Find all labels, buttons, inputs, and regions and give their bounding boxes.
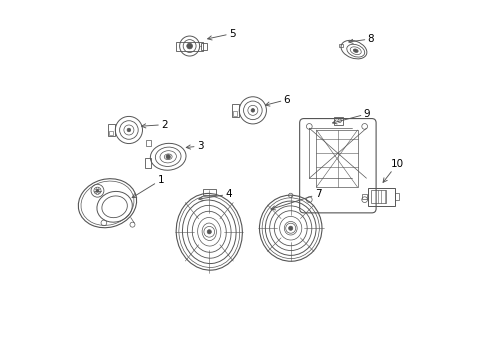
Bar [233, 111, 237, 116]
Circle shape [166, 155, 171, 159]
Bar [108, 124, 115, 136]
Bar [201, 43, 207, 50]
Text: 8: 8 [349, 34, 374, 44]
Bar [395, 193, 399, 200]
Text: 1: 1 [132, 175, 164, 198]
Bar [334, 117, 343, 125]
Circle shape [187, 43, 193, 49]
Bar [145, 158, 151, 168]
Text: 3: 3 [186, 141, 203, 151]
Circle shape [96, 189, 99, 192]
Circle shape [127, 128, 131, 132]
Bar [176, 42, 203, 51]
Text: 4: 4 [199, 189, 232, 201]
Bar [368, 188, 395, 206]
Text: 5: 5 [208, 28, 236, 40]
Text: 2: 2 [142, 120, 168, 130]
Circle shape [289, 226, 293, 230]
Text: 9: 9 [333, 109, 370, 124]
Text: 10: 10 [383, 159, 404, 183]
Bar [339, 44, 343, 47]
Bar [362, 194, 367, 199]
Bar [146, 140, 151, 146]
Circle shape [207, 230, 211, 234]
Ellipse shape [353, 49, 358, 53]
Bar [317, 130, 358, 187]
Circle shape [251, 109, 255, 112]
Text: 6: 6 [266, 95, 290, 106]
Bar [232, 104, 239, 117]
Bar [203, 189, 216, 195]
Bar [371, 190, 387, 203]
Bar [109, 131, 113, 135]
Text: 7: 7 [271, 189, 321, 210]
